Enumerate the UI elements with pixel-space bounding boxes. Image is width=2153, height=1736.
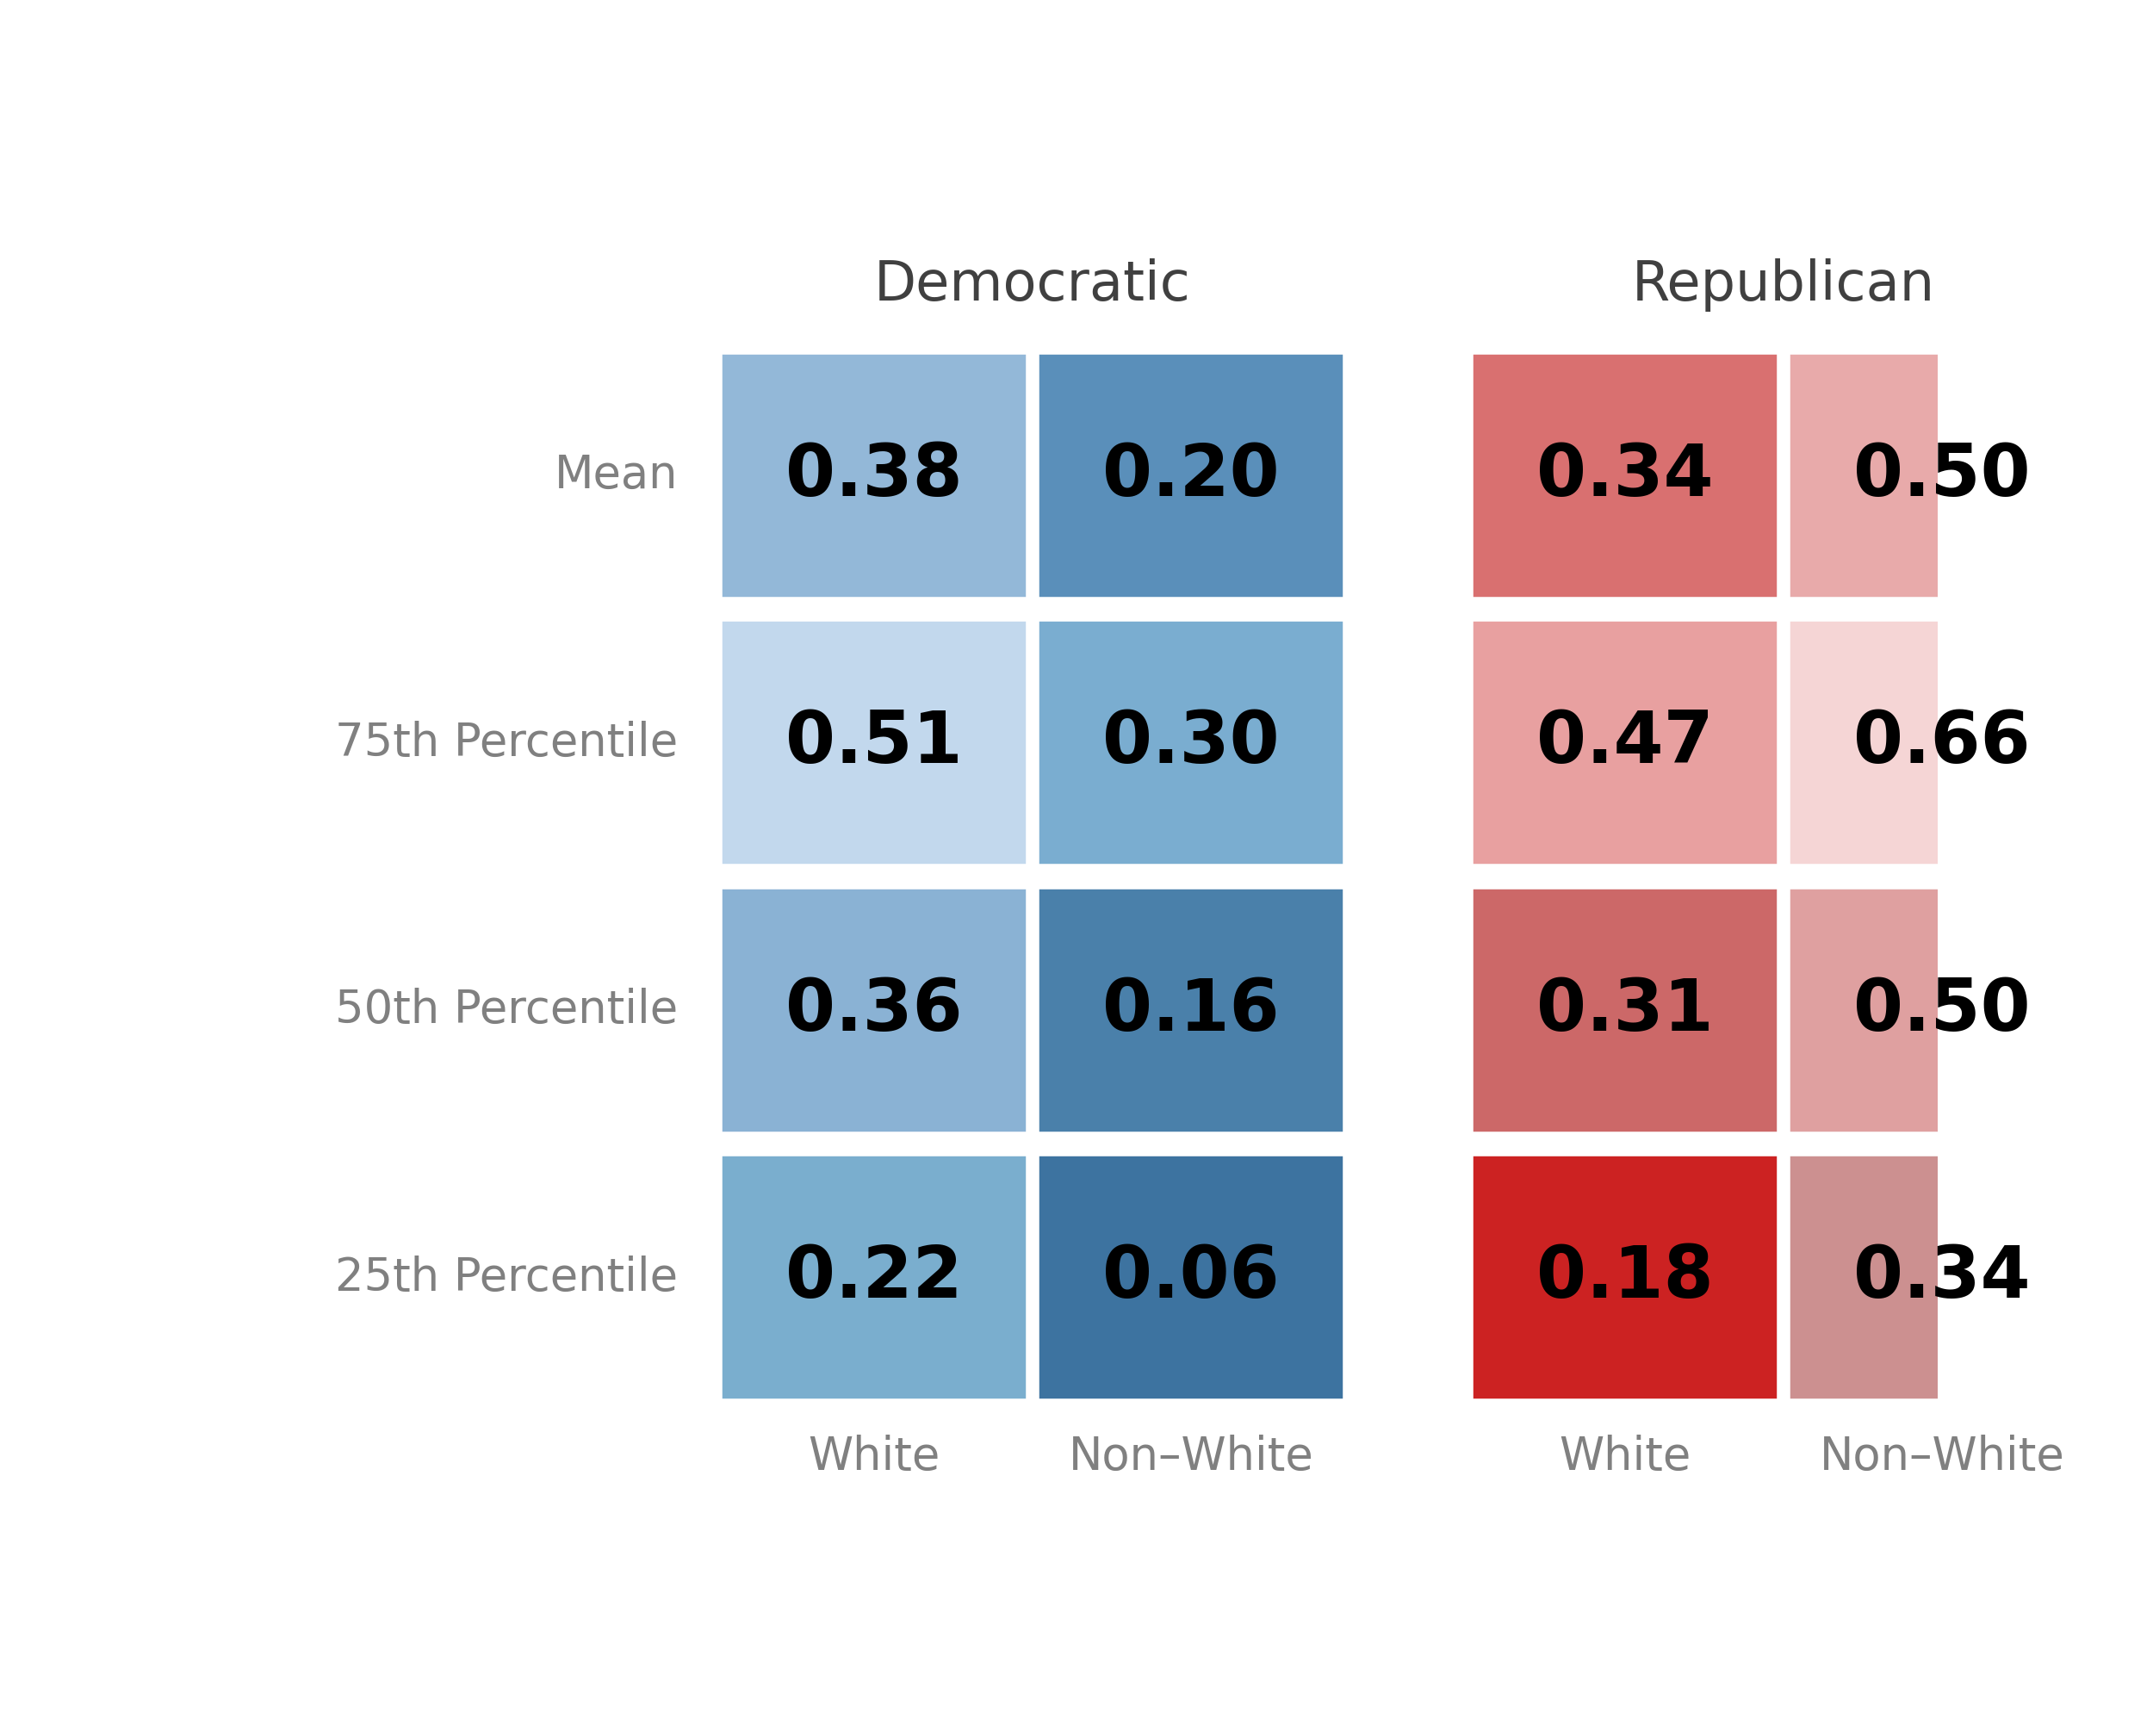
FancyBboxPatch shape (1470, 887, 1778, 1134)
Text: 0.47: 0.47 (1537, 708, 1714, 778)
FancyBboxPatch shape (1470, 1154, 1778, 1401)
Text: 25th Percentile: 25th Percentile (336, 1255, 678, 1300)
Text: White: White (807, 1434, 941, 1479)
FancyBboxPatch shape (719, 887, 1029, 1134)
Text: 50th Percentile: 50th Percentile (336, 988, 678, 1033)
FancyBboxPatch shape (1038, 620, 1346, 866)
FancyBboxPatch shape (1038, 1154, 1346, 1401)
Text: Republican: Republican (1632, 259, 1936, 312)
Text: 0.38: 0.38 (786, 441, 962, 510)
Text: 0.31: 0.31 (1537, 976, 1714, 1045)
FancyBboxPatch shape (1787, 887, 2097, 1134)
Text: Non–White: Non–White (1819, 1434, 2065, 1479)
Text: Mean: Mean (553, 453, 678, 498)
Text: 75th Percentile: 75th Percentile (336, 720, 678, 766)
Text: 0.36: 0.36 (786, 976, 962, 1045)
FancyBboxPatch shape (1787, 620, 2097, 866)
Text: White: White (1559, 1434, 1690, 1479)
Text: 0.22: 0.22 (786, 1243, 962, 1312)
FancyBboxPatch shape (719, 620, 1029, 866)
Text: 0.06: 0.06 (1102, 1243, 1279, 1312)
FancyBboxPatch shape (1787, 352, 2097, 599)
Text: 0.50: 0.50 (1854, 976, 2030, 1045)
Text: 0.30: 0.30 (1102, 708, 1279, 778)
Text: 0.66: 0.66 (1854, 708, 2030, 778)
Text: 0.50: 0.50 (1854, 441, 2030, 510)
Text: 0.34: 0.34 (1537, 441, 1714, 510)
Text: 0.18: 0.18 (1537, 1243, 1714, 1312)
FancyBboxPatch shape (1470, 352, 1778, 599)
FancyBboxPatch shape (1038, 352, 1346, 599)
FancyBboxPatch shape (719, 1154, 1029, 1401)
Text: Democratic: Democratic (874, 259, 1191, 312)
Text: 0.34: 0.34 (1854, 1243, 2030, 1312)
FancyBboxPatch shape (1787, 1154, 2097, 1401)
FancyBboxPatch shape (1038, 887, 1346, 1134)
FancyBboxPatch shape (719, 352, 1029, 599)
Text: 0.16: 0.16 (1102, 976, 1279, 1045)
Text: 0.51: 0.51 (786, 708, 962, 778)
Text: 0.20: 0.20 (1102, 441, 1279, 510)
Text: Non–White: Non–White (1068, 1434, 1313, 1479)
FancyBboxPatch shape (1470, 620, 1778, 866)
